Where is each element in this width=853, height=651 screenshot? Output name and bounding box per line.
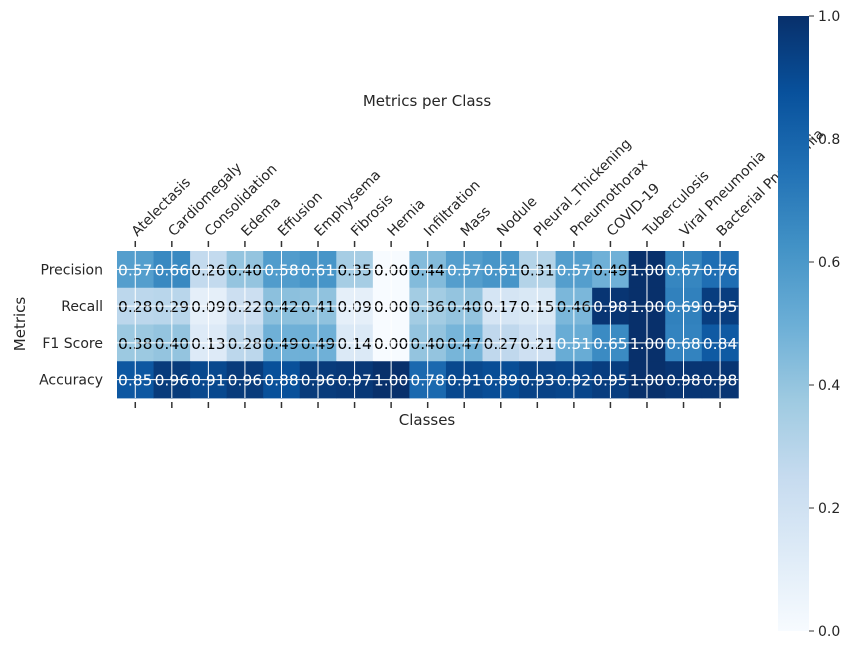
y-tick-label: F1 Score	[42, 336, 103, 352]
colorbar	[778, 16, 809, 631]
colorbar-tick-label: 0.6	[818, 255, 840, 271]
colorbar-tick-label: 0.8	[818, 132, 840, 148]
chart-title: Metrics per Class	[363, 92, 492, 110]
colorbar-tick-label: 1.0	[818, 9, 840, 25]
y-tick-label: Accuracy	[39, 373, 103, 389]
x-tick-label: Nodule	[494, 194, 540, 240]
x-tick-labels: AtelectasisCardiomegalyConsolidationEdem…	[129, 126, 827, 240]
colorbar-ticks: 0.0 0.2 0.4 0.6 0.8 1.0	[809, 9, 840, 640]
y-tick-label: Recall	[61, 299, 103, 315]
y-tick-labels: Precision Recall F1 Score Accuracy	[39, 262, 103, 388]
colorbar-tick-label: 0.4	[818, 378, 840, 394]
y-tick-label: Precision	[41, 262, 103, 278]
axis-ticks	[117, 241, 739, 408]
colorbar-tick-label: 0.0	[818, 624, 840, 640]
colorbar-tick-label: 0.2	[818, 501, 840, 517]
y-axis-label: Metrics	[11, 297, 29, 352]
x-axis-label: Classes	[399, 411, 456, 429]
